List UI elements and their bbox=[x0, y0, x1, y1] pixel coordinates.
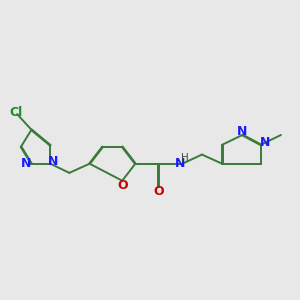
Text: N: N bbox=[237, 124, 247, 138]
Text: N: N bbox=[21, 157, 32, 170]
Text: O: O bbox=[117, 179, 128, 192]
Text: N: N bbox=[260, 136, 271, 149]
Text: Cl: Cl bbox=[9, 106, 22, 118]
Text: N: N bbox=[47, 155, 58, 168]
Text: O: O bbox=[154, 185, 164, 198]
Text: H: H bbox=[181, 153, 189, 163]
Text: N: N bbox=[175, 157, 186, 169]
